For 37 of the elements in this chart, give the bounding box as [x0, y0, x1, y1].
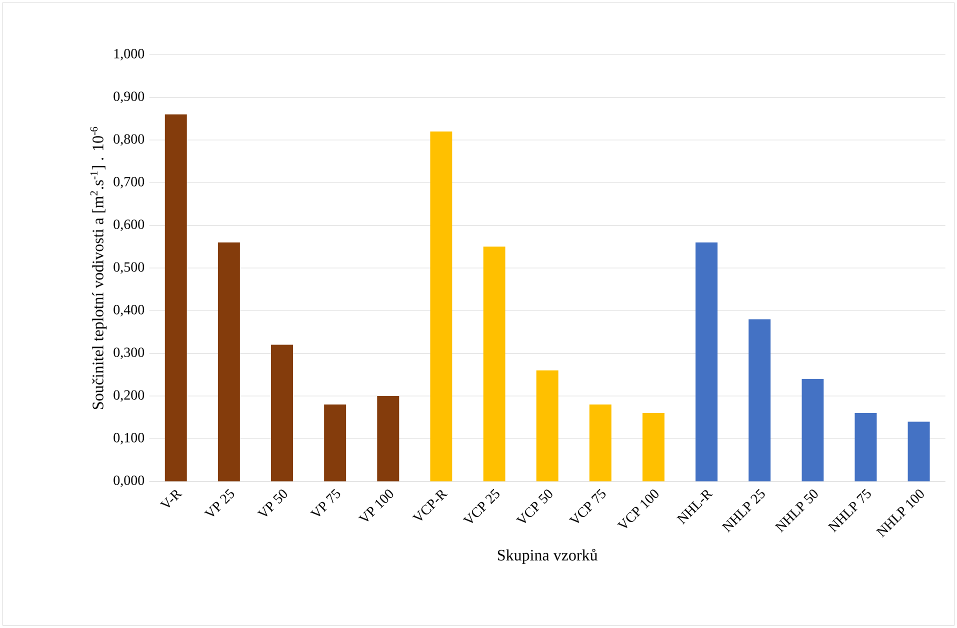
- bar: [536, 370, 558, 482]
- x-tick-label: VCP 75: [568, 488, 606, 523]
- bar: [908, 422, 930, 482]
- bar: [696, 242, 718, 482]
- x-tick-label: VCP 50: [516, 490, 552, 523]
- x-tick-label: VP 100: [358, 490, 394, 522]
- bar: [483, 246, 506, 482]
- y-tick-label: 0,900: [114, 92, 144, 104]
- bar: [271, 344, 294, 482]
- bar: [324, 404, 346, 482]
- bar: [589, 404, 612, 482]
- x-axis-title: Skupina vzorků: [498, 548, 598, 564]
- x-tick-label: VP 50: [257, 490, 287, 516]
- y-tick-label: 0,000: [114, 476, 144, 488]
- x-tick-label: V-R: [160, 490, 182, 508]
- y-tick-label: 0,400: [114, 304, 144, 316]
- x-tick-label: VCP 100: [617, 490, 658, 528]
- y-tick-label: 0,500: [114, 262, 144, 274]
- x-tick-label: VP 25: [204, 488, 234, 516]
- bar: [377, 396, 400, 482]
- bar: [748, 319, 771, 482]
- y-axis-title: Součinitel teplotní vodivosti a [m$^{2}$.s$^{-1}$] . 10$^{-6}$: [90, 126, 107, 410]
- y-tick-label: 0,700: [114, 176, 144, 188]
- y-tick-label: 1,000: [114, 48, 144, 60]
- x-tick-label: VP 75: [310, 488, 340, 516]
- bar: [642, 413, 664, 482]
- y-tick-label: 0,200: [114, 390, 144, 402]
- y-tick-label: 0,800: [114, 134, 144, 146]
- bar: [854, 413, 877, 482]
- bar: [218, 242, 240, 482]
- y-tick-label: 0,100: [114, 432, 144, 444]
- bar: [164, 114, 187, 482]
- y-tick-label: 0,600: [114, 220, 144, 232]
- bar: [802, 378, 824, 482]
- bar: [430, 131, 452, 482]
- y-tick-label: 0,300: [114, 348, 144, 360]
- x-tick-label: VCP 25: [462, 488, 500, 523]
